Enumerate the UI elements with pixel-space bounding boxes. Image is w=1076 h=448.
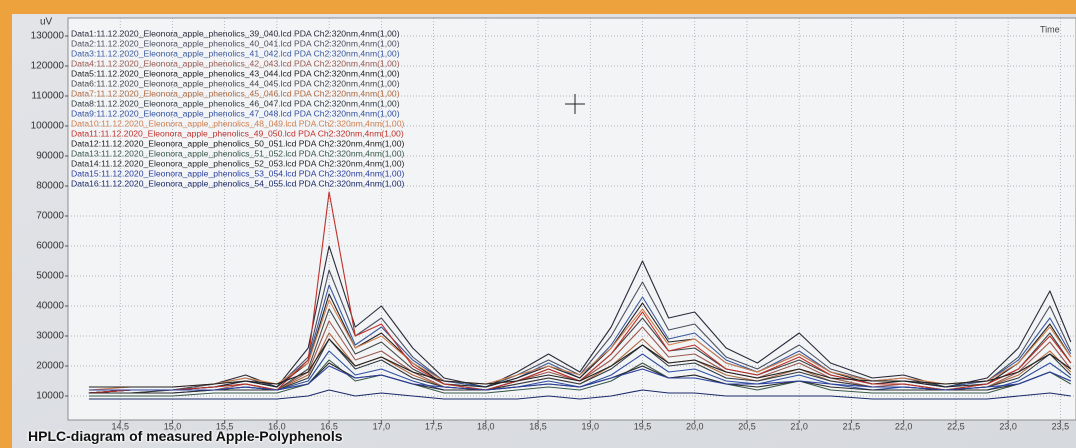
x-tick-label: 19,5: [634, 421, 652, 431]
series-lines: [88, 191, 1072, 400]
legend-entry: Data9:11.12.2020_Eleonora_apple_phenolic…: [71, 108, 400, 118]
legend-entry: Data2:11.12.2020_Eleonora_apple_phenolic…: [71, 38, 400, 48]
x-tick-label: 14,5: [111, 421, 129, 431]
legend-entry: Data14:11.12.2020_Eleonora_apple_phenoli…: [71, 158, 404, 168]
legend-entry: Data13:11.12.2020_Eleonora_apple_phenoli…: [71, 148, 404, 158]
x-tick-label: 22,0: [895, 421, 913, 431]
legend-entry: Data7:11.12.2020_Eleonora_apple_phenolic…: [71, 88, 400, 98]
legend-entry: Data15:11.12.2020_Eleonora_apple_phenoli…: [71, 168, 404, 178]
x-tick-label: 23,0: [999, 421, 1017, 431]
plot-area: [67, 17, 1076, 421]
legend-entry: Data16:11.12.2020_Eleonora_apple_phenoli…: [71, 178, 404, 188]
x-tick-label: 22,5: [947, 421, 965, 431]
y-tick-label: 30000: [36, 331, 64, 342]
y-tick-label: 70000: [36, 211, 64, 222]
legend-entry: Data11:11.12.2020_Eleonora_apple_phenoli…: [71, 128, 404, 138]
x-tick-label: 20,5: [738, 421, 756, 431]
x-tick-label: 21,5: [843, 421, 861, 431]
x-tick-label: 15,0: [164, 421, 182, 431]
y-tick-label: 10000: [36, 391, 64, 402]
x-tick-label: 20,0: [686, 421, 704, 431]
legend-entry: Data1:11.12.2020_Eleonora_apple_phenolic…: [71, 28, 400, 38]
series-line: [88, 389, 1071, 400]
x-tick-label: 21,0: [790, 421, 808, 431]
legend-entry: Data3:11.12.2020_Eleonora_apple_phenolic…: [71, 48, 400, 58]
y-tick-label: 120000: [31, 61, 65, 72]
y-tick-label: 80000: [36, 181, 64, 192]
y-tick-label: 100000: [31, 121, 65, 132]
crosshair: [565, 94, 585, 114]
x-tick-label: 16,0: [268, 421, 286, 431]
legend-entry: Data4:11.12.2020_Eleonora_apple_phenolic…: [71, 58, 400, 68]
x-tick-label: 16,5: [320, 421, 338, 431]
y-tick-label: 60000: [36, 241, 64, 252]
legend-entry: Data6:11.12.2020_Eleonora_apple_phenolic…: [71, 78, 400, 88]
legend-entry: Data8:11.12.2020_Eleonora_apple_phenolic…: [71, 98, 400, 108]
y-tick-label: 50000: [36, 271, 64, 282]
y-tick-label: 110000: [31, 91, 64, 102]
caption: HPLC-diagram of measured Apple-Polypheno…: [28, 428, 343, 444]
legend-entry: Data5:11.12.2020_Eleonora_apple_phenolic…: [71, 68, 400, 78]
legend: Data1:11.12.2020_Eleonora_apple_phenolic…: [71, 28, 404, 188]
legend-entry: Data10:11.12.2020_Eleonora_apple_phenoli…: [71, 118, 404, 128]
series-line: [88, 359, 1072, 397]
x-tick-label: 18,5: [529, 421, 547, 431]
x-tick-label: 17,0: [373, 421, 391, 431]
series-line: [88, 365, 1072, 391]
x-tick-label: 19,0: [582, 421, 600, 431]
y-axis-label: uV: [40, 17, 53, 28]
grid: [68, 18, 1076, 420]
y-tick-label: 130000: [31, 31, 65, 42]
y-tick-label: 90000: [36, 151, 64, 162]
legend-entry: Data12:11.12.2020_Eleonora_apple_phenoli…: [71, 138, 404, 148]
x-tick-label: 18,0: [477, 421, 495, 431]
x-tick-label: 23,5: [1052, 421, 1070, 431]
series-line: [88, 338, 1072, 388]
y-tick-label: 40000: [36, 301, 64, 312]
x-axis-label: Time: [1040, 24, 1060, 34]
x-tick-label: 17,5: [425, 421, 443, 431]
x-tick-label: 15,5: [216, 421, 234, 431]
y-tick-label: 20000: [36, 361, 64, 372]
